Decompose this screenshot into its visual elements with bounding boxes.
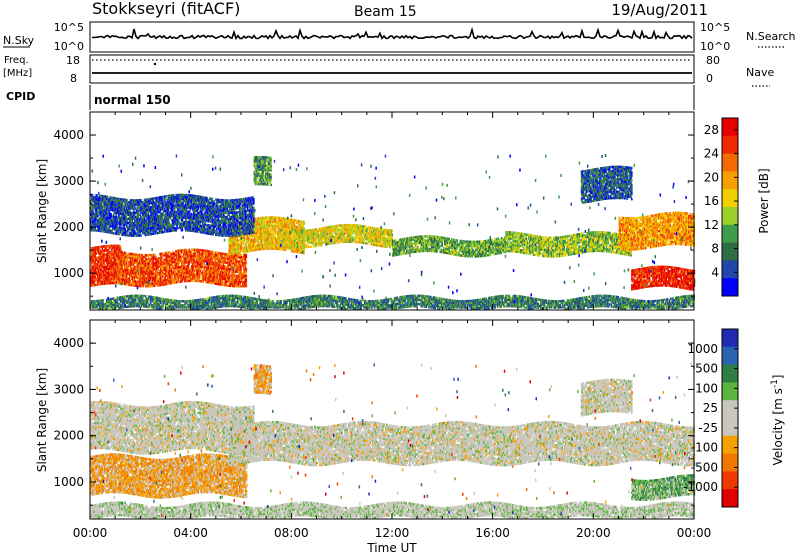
data-cell bbox=[95, 253, 97, 255]
data-cell bbox=[117, 282, 119, 284]
data-cell bbox=[114, 278, 116, 280]
data-cell bbox=[94, 267, 96, 269]
nsky-trace bbox=[92, 29, 692, 39]
cpid-value: normal 150 bbox=[94, 93, 171, 107]
nsky-top-tick: 10^5 bbox=[54, 21, 84, 34]
power-cells bbox=[90, 154, 695, 310]
data-cell bbox=[112, 247, 114, 249]
nsearch-bottom-tick: 10^0 bbox=[700, 40, 730, 53]
nsearch-top-tick: 10^5 bbox=[700, 21, 730, 34]
freq-bottom-tick: 8 bbox=[70, 72, 77, 85]
data-cell bbox=[110, 282, 112, 284]
data-cell bbox=[93, 266, 95, 268]
freq-panel: Freq. [MHz] 18 8 80 0 Nave bbox=[3, 54, 774, 86]
data-cell bbox=[129, 280, 131, 282]
data-cell bbox=[110, 263, 112, 265]
data-cell bbox=[126, 262, 128, 264]
data-cell bbox=[141, 275, 143, 277]
data-cell bbox=[91, 251, 93, 253]
data-cell bbox=[98, 269, 100, 271]
cpid-panel: CPID normal 150 bbox=[6, 85, 694, 110]
data-cell bbox=[113, 263, 115, 265]
data-cell bbox=[92, 262, 94, 264]
data-cell bbox=[128, 269, 130, 271]
data-cell bbox=[140, 285, 142, 287]
data-cell bbox=[135, 280, 137, 282]
station-title: Stokkseyri (fitACF) bbox=[92, 0, 240, 18]
nsearch-label: N.Search bbox=[746, 30, 796, 43]
data-cell bbox=[92, 284, 94, 286]
data-cell bbox=[124, 252, 126, 254]
data-cell bbox=[115, 265, 117, 267]
nave-label: Nave bbox=[746, 66, 774, 79]
nsky-label: N.Sky bbox=[3, 34, 35, 47]
date-title: 19/Aug/2011 bbox=[611, 1, 708, 19]
data-cell bbox=[106, 245, 108, 247]
data-cell bbox=[118, 261, 120, 263]
data-cell bbox=[120, 247, 122, 249]
data-cell bbox=[97, 263, 99, 265]
data-cell bbox=[119, 245, 121, 247]
data-cell bbox=[97, 283, 99, 285]
freq-top-tick: 18 bbox=[66, 54, 80, 67]
data-cell bbox=[136, 260, 138, 262]
data-cell bbox=[99, 246, 101, 248]
data-cell bbox=[126, 252, 128, 254]
nsky-panel: N.Sky 10^5 10^0 10^5 10^0 N.Search bbox=[3, 21, 796, 53]
data-cell bbox=[140, 256, 142, 258]
nave-bottom-tick: 0 bbox=[706, 72, 713, 85]
data-cell bbox=[94, 280, 96, 282]
data-cell bbox=[112, 249, 114, 251]
radar-plot: Stokkseyri (fitACF) Beam 15 19/Aug/2011 … bbox=[0, 0, 800, 554]
freq-label: Freq. bbox=[4, 55, 29, 66]
beam-title: Beam 15 bbox=[354, 4, 417, 20]
data-cell bbox=[104, 253, 106, 255]
data-cell bbox=[122, 268, 124, 270]
data-cell bbox=[130, 282, 132, 284]
data-cell bbox=[109, 251, 111, 253]
data-cell bbox=[111, 270, 113, 272]
data-cell bbox=[134, 278, 136, 280]
nsky-bottom-tick: 10^0 bbox=[54, 40, 84, 53]
data-cell bbox=[111, 255, 113, 257]
data-cell bbox=[121, 251, 123, 253]
freq-unit: [MHz] bbox=[3, 68, 32, 79]
data-cell bbox=[123, 279, 125, 281]
nave-top-tick: 80 bbox=[706, 54, 720, 67]
cpid-label: CPID bbox=[6, 90, 35, 103]
data-cell bbox=[111, 245, 113, 247]
data-cell bbox=[111, 278, 113, 280]
data-cell bbox=[118, 251, 120, 253]
data-cell bbox=[113, 245, 115, 247]
